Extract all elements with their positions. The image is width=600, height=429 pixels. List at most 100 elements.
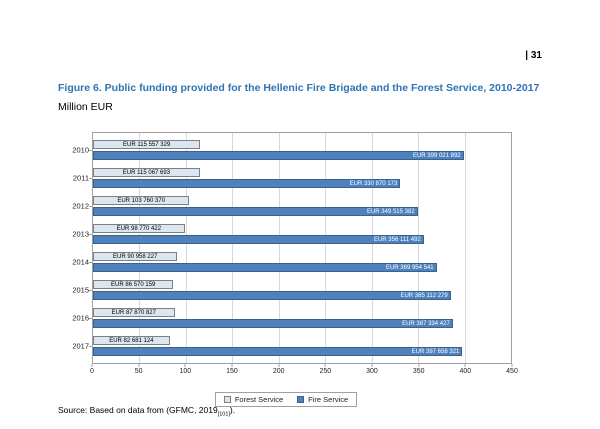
x-axis-tick [418,364,420,367]
y-axis-tick [89,206,93,207]
source-text-end: ). [229,405,236,415]
x-axis-tick [138,364,140,367]
x-axis-tick-label: 100 [179,368,192,375]
bar-group: 2013 EUR 98 770 422 EUR 356 111 492 [72,220,511,248]
y-axis-tick [89,234,93,235]
legend-item: Forest Service [223,395,284,404]
bar-group: 2017 EUR 82 681 124 EUR 397 658 321 [72,332,511,360]
x-axis-tick [231,364,233,367]
y-axis-label: 2012 [72,201,89,211]
x-axis-tick [184,364,186,367]
forest-service-bar: EUR 90 958 227 [93,252,178,261]
y-axis-label: 2014 [72,257,89,267]
forest-service-bar: EUR 98 770 422 [93,224,185,233]
y-axis-tick [89,150,93,151]
bar-value-label: EUR 356 111 492 [373,236,421,243]
bar-value-label: EUR 369 954 541 [385,264,434,271]
x-axis-tick-label: 150 [226,368,238,375]
bar-group: 2016 EUR 87 870 827 EUR 387 334 427 [72,304,511,332]
x-axis: 0 50 100 150 200 250 300 350 400 450 [90,364,518,380]
bar-value-label: EUR 103 760 370 [117,197,166,204]
forest-service-legend-swatch [223,396,231,403]
bar-group: 2014 EUR 90 958 227 EUR 369 954 541 [72,248,511,276]
y-axis-label: 2017 [72,341,89,351]
x-axis-tick-label: 250 [319,368,332,375]
bar-group: 2010 EUR 115 557 329 EUR 399 021 892 [72,136,511,164]
forest-service-bar: EUR 87 870 827 [93,308,175,317]
source-text: Source: Based on data from (GFMC, 2019 [58,405,218,415]
gridline [278,133,280,363]
bar-value-label: EUR 82 681 124 [109,337,154,344]
fire-service-bar: EUR 330 870 173 [93,179,401,188]
y-axis-tick [89,262,93,263]
x-axis-tick-label: 50 [134,368,143,375]
fire-service-bar: EUR 387 334 427 [93,319,453,328]
legend-label: Forest Service [234,395,284,404]
x-axis-tick-label: 350 [412,368,425,375]
bar-value-label: EUR 86 570 159 [111,281,156,288]
source-note: Source: Based on data from (GFMC, 2019[1… [58,405,235,418]
y-axis-tick [89,346,93,347]
forest-service-bar: EUR 82 681 124 [93,336,170,345]
x-axis-tick-label: 450 [506,368,518,375]
x-axis-tick [511,364,513,367]
bar-value-label: EUR 115 557 329 [123,141,171,148]
bar-group: 2015 EUR 86 570 159 EUR 385 112 279 [72,276,511,304]
bar-value-label: EUR 385 112 279 [400,292,448,299]
x-axis-tick [464,364,466,367]
page-number: | 31 [525,50,542,61]
figure-title: Figure 6. Public funding provided for th… [58,82,540,94]
forest-service-bar: EUR 103 760 370 [93,196,190,205]
bar-group: 2012 EUR 103 760 370 EUR 349 515 382 [72,192,511,220]
fire-service-bar: EUR 356 111 492 [93,235,424,244]
unit-label: Million EUR [58,101,113,113]
gridline [139,133,141,363]
bar-value-label: EUR 90 958 227 [113,253,158,260]
bar-value-label: EUR 387 334 427 [402,320,450,327]
legend-item: Fire Service [297,395,348,404]
x-axis-tick-label: 300 [366,368,378,375]
x-axis-tick-label: 200 [272,368,285,375]
fire-service-bar: EUR 349 515 382 [93,207,418,216]
forest-service-bar: EUR 115 557 329 [93,140,201,149]
bar-value-label: EUR 397 658 321 [411,348,460,355]
y-axis-label: 2016 [72,313,89,323]
y-axis-tick [89,290,93,291]
bar-value-label: EUR 98 770 422 [116,225,162,232]
bar-group: 2011 EUR 115 067 693 EUR 330 870 173 [73,164,511,192]
x-axis-tick-label: 0 [90,368,94,375]
fire-service-bar: EUR 369 954 541 [93,263,437,272]
x-axis-tick [324,364,326,367]
y-axis-label: 2011 [72,173,89,183]
x-axis-tick [278,364,280,367]
y-axis-tick [89,178,93,179]
bar-value-label: EUR 399 021 892 [412,152,461,159]
plot-area: 2010 EUR 115 557 329 EUR 399 021 892 2011 EU… [72,132,512,364]
source-reference: [101] [217,411,230,418]
gridline [232,133,234,363]
legend-wrap: Forest Service Fire Service [60,390,512,408]
chart-legend: Forest Service Fire Service [214,392,358,407]
gridline [418,133,420,363]
bar-value-label: EUR 349 515 382 [366,208,415,215]
y-axis-label: 2010 [72,145,89,155]
x-axis-tick [371,364,373,367]
forest-service-bar: EUR 115 067 693 [93,168,200,177]
x-axis-tick [91,364,93,367]
fire-service-bar: EUR 399 021 892 [93,151,464,160]
y-axis-label: 2015 [72,285,89,295]
gridline [325,133,327,363]
bar-chart: 2010 EUR 115 557 329 EUR 399 021 892 2011 EU… [60,132,518,408]
gridline [185,133,187,363]
x-axis-tick-label: 400 [459,368,472,375]
y-axis-tick [89,318,93,319]
fire-service-bar: EUR 385 112 279 [93,291,451,300]
forest-service-bar: EUR 86 570 159 [93,280,174,289]
bar-value-label: EUR 87 870 827 [111,309,156,316]
fire-service-bar: EUR 397 658 321 [93,347,463,356]
gridline [371,133,373,363]
legend-label: Fire Service [308,395,349,404]
fire-service-legend-swatch [297,396,305,403]
bar-value-label: EUR 115 067 693 [122,169,171,176]
y-axis-label: 2013 [72,229,89,239]
